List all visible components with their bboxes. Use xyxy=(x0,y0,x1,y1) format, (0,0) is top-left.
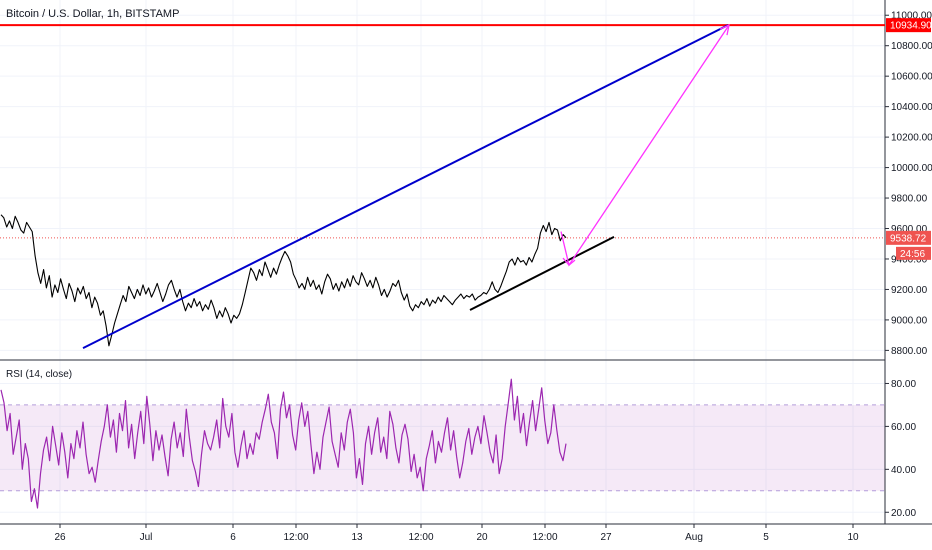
rsi-tick-label: 40.00 xyxy=(891,465,916,476)
price-tick-label: 9200.00 xyxy=(891,285,928,296)
black-support-line[interactable] xyxy=(469,235,615,311)
rsi-series xyxy=(0,378,567,509)
magenta-projection-arrow[interactable] xyxy=(560,24,730,267)
price-tick-label: 10000.00 xyxy=(891,163,932,174)
time-tick-label: 10 xyxy=(847,532,859,543)
rsi-title: RSI (14, close) xyxy=(6,369,73,380)
time-tick-label: 20 xyxy=(476,532,488,543)
price-tick-label: 10800.00 xyxy=(891,41,932,52)
countdown-badge-bg xyxy=(896,246,931,260)
current-price-badge-label: 9538.72 xyxy=(890,233,927,244)
price-tick-label: 10200.00 xyxy=(891,133,932,144)
blue-trendline[interactable] xyxy=(82,24,729,349)
rsi-tick-label: 20.00 xyxy=(891,508,916,519)
price-tick-label: 9800.00 xyxy=(891,194,928,205)
countdown-badge-label: 24:56 xyxy=(900,249,925,260)
time-tick-label: 27 xyxy=(600,532,612,543)
rsi-grid xyxy=(0,382,885,513)
time-tick-label: 12:00 xyxy=(408,532,433,543)
rsi-tick-label: 60.00 xyxy=(891,422,916,433)
price-tick-label: 9400.00 xyxy=(891,254,928,265)
price-axis-ticks: 8800.00 9000.00 9200.00 9400.00 9600.00 9800.… xyxy=(885,11,932,357)
rsi-axis-ticks: 20.00 40.00 60.00 80.00 xyxy=(885,379,916,519)
time-axis-ticks: 26 Jul 6 12:00 13 12:00 20 12:00 27 Aug 5 10 xyxy=(54,524,859,543)
time-tick-label: 6 xyxy=(230,532,236,543)
chart-title: Bitcoin / U.S. Dollar, 1h, BITSTAMP xyxy=(6,8,180,20)
price-tick-label: 10400.00 xyxy=(891,102,932,113)
current-price-badge-bg xyxy=(886,230,931,245)
price-tick-label: 10600.00 xyxy=(891,72,932,83)
time-tick-label: 5 xyxy=(763,532,769,543)
target-price-badge-bg xyxy=(886,18,931,33)
target-price-badge-label: 10934.90 xyxy=(890,21,932,32)
rsi-tick-label: 80.00 xyxy=(891,379,916,390)
price-series xyxy=(0,214,567,347)
main-grid xyxy=(0,0,885,523)
price-tick-label: 9000.00 xyxy=(891,315,928,326)
price-tick-label: 8800.00 xyxy=(891,346,928,357)
price-badges: 10934.90 9538.72 24:56 xyxy=(886,18,932,260)
arrowhead-up xyxy=(719,24,730,36)
time-tick-label: 26 xyxy=(54,532,66,543)
time-tick-label: 12:00 xyxy=(283,532,308,543)
price-tick-label: 11000.00 xyxy=(891,11,932,22)
time-tick-label: 13 xyxy=(351,532,363,543)
price-tick-label: 9600.00 xyxy=(891,224,928,235)
time-tick-label: Jul xyxy=(140,532,153,543)
arrowhead-down xyxy=(562,257,576,266)
time-tick-label: 12:00 xyxy=(532,532,557,543)
time-tick-label: Aug xyxy=(685,532,703,543)
